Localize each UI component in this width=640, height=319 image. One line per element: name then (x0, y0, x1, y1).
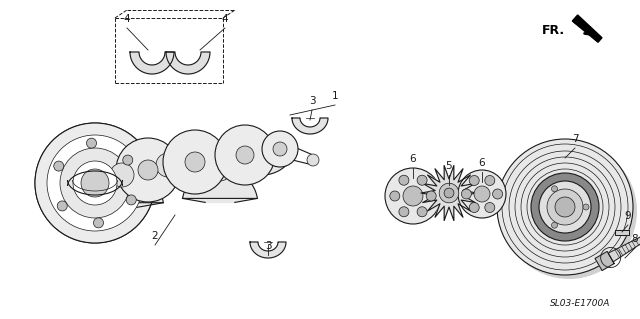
Polygon shape (130, 52, 174, 74)
Text: 6: 6 (479, 158, 485, 168)
Circle shape (583, 204, 589, 210)
Circle shape (403, 186, 423, 206)
Text: 4: 4 (221, 14, 228, 24)
Text: SL03-E1700A: SL03-E1700A (550, 299, 610, 308)
Circle shape (444, 188, 454, 198)
Polygon shape (81, 168, 163, 207)
Circle shape (252, 145, 272, 165)
Circle shape (485, 175, 495, 185)
Circle shape (138, 160, 158, 180)
Circle shape (185, 152, 205, 172)
Circle shape (110, 163, 134, 187)
Circle shape (469, 175, 479, 185)
Circle shape (493, 189, 502, 199)
Circle shape (163, 130, 227, 194)
Circle shape (86, 138, 97, 148)
Circle shape (57, 201, 67, 211)
Circle shape (417, 207, 427, 217)
Circle shape (156, 153, 180, 177)
Polygon shape (595, 251, 614, 271)
Circle shape (417, 175, 427, 185)
Circle shape (60, 148, 130, 218)
Circle shape (47, 135, 143, 231)
Circle shape (81, 169, 109, 197)
Text: 7: 7 (572, 134, 579, 144)
Circle shape (273, 142, 287, 156)
Circle shape (485, 203, 495, 212)
Circle shape (426, 191, 436, 201)
Circle shape (399, 207, 409, 217)
Circle shape (390, 191, 400, 201)
Circle shape (116, 138, 180, 202)
Text: 8: 8 (632, 234, 638, 244)
Polygon shape (250, 242, 286, 258)
Circle shape (531, 173, 599, 241)
Circle shape (501, 143, 637, 279)
Circle shape (474, 186, 490, 202)
Circle shape (81, 169, 109, 197)
Circle shape (236, 146, 254, 164)
Circle shape (552, 222, 557, 228)
Circle shape (215, 125, 275, 185)
Circle shape (497, 139, 633, 275)
Circle shape (539, 181, 591, 233)
Circle shape (458, 170, 506, 218)
Text: 2: 2 (152, 231, 158, 241)
Circle shape (123, 155, 132, 165)
Circle shape (54, 161, 64, 171)
Polygon shape (182, 167, 257, 202)
Text: 9: 9 (625, 211, 631, 221)
Circle shape (469, 203, 479, 212)
Polygon shape (421, 166, 477, 220)
Text: 5: 5 (445, 161, 452, 171)
Circle shape (262, 131, 298, 167)
Circle shape (93, 218, 104, 228)
Text: 3: 3 (265, 241, 271, 251)
Circle shape (555, 197, 575, 217)
Text: 3: 3 (308, 96, 316, 106)
Polygon shape (572, 15, 602, 42)
Polygon shape (292, 118, 328, 134)
Polygon shape (127, 148, 209, 187)
Circle shape (209, 159, 231, 181)
Circle shape (385, 168, 441, 224)
Circle shape (552, 186, 557, 192)
Polygon shape (166, 52, 210, 74)
Polygon shape (228, 143, 296, 175)
Circle shape (399, 175, 409, 185)
Circle shape (73, 161, 117, 205)
Text: FR.: FR. (542, 24, 565, 36)
Circle shape (547, 189, 583, 225)
Circle shape (461, 189, 472, 199)
Circle shape (35, 123, 155, 243)
Text: 6: 6 (410, 154, 416, 164)
Polygon shape (615, 229, 629, 234)
Circle shape (307, 154, 319, 166)
Circle shape (439, 183, 459, 203)
Text: 4: 4 (124, 14, 131, 24)
Circle shape (35, 123, 155, 243)
Polygon shape (608, 234, 640, 262)
Circle shape (126, 195, 136, 205)
Text: 1: 1 (332, 91, 339, 101)
